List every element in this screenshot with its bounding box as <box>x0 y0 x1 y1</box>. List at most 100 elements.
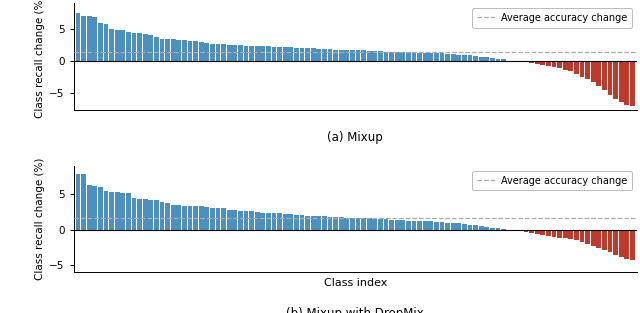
Bar <box>289 214 293 230</box>
Bar <box>204 207 209 230</box>
Bar <box>339 217 344 230</box>
Bar <box>434 222 439 230</box>
Bar <box>115 192 120 230</box>
Bar <box>221 208 226 230</box>
Bar <box>395 52 399 61</box>
Bar <box>574 61 579 74</box>
Bar <box>456 55 461 61</box>
Bar <box>552 61 556 67</box>
Legend: Average accuracy change: Average accuracy change <box>472 8 632 28</box>
Bar <box>344 49 349 61</box>
Bar <box>227 45 232 61</box>
Bar <box>602 61 607 90</box>
Bar <box>249 46 254 61</box>
Bar <box>193 41 198 61</box>
Bar <box>428 53 433 61</box>
Bar <box>568 61 573 71</box>
Bar <box>210 208 215 230</box>
Bar <box>260 213 265 230</box>
Bar <box>159 38 164 61</box>
Bar <box>607 61 612 95</box>
Bar <box>159 202 164 230</box>
Bar <box>602 230 607 250</box>
Bar <box>574 230 579 240</box>
Bar <box>87 185 92 230</box>
Bar <box>204 43 209 61</box>
Bar <box>557 230 562 238</box>
Bar <box>289 47 293 61</box>
Bar <box>294 215 299 230</box>
Bar <box>138 33 142 61</box>
Bar <box>182 40 187 61</box>
Bar <box>311 48 316 61</box>
Bar <box>193 206 198 230</box>
Bar <box>216 208 220 230</box>
Bar <box>328 217 332 230</box>
Bar <box>462 55 467 61</box>
Bar <box>546 61 551 66</box>
Bar <box>199 206 204 230</box>
Bar <box>440 54 444 61</box>
Bar <box>165 203 170 230</box>
Bar <box>126 32 131 61</box>
Bar <box>630 61 635 106</box>
Bar <box>518 61 523 62</box>
Bar <box>143 34 148 61</box>
Bar <box>109 29 114 61</box>
Bar <box>585 230 590 244</box>
Bar <box>540 61 545 65</box>
Bar <box>568 230 573 239</box>
Bar <box>126 193 131 230</box>
Bar <box>154 200 159 230</box>
Bar <box>518 230 523 231</box>
Bar <box>507 60 511 61</box>
Bar <box>456 223 461 230</box>
Legend: Average accuracy change: Average accuracy change <box>472 171 632 191</box>
Bar <box>171 39 175 61</box>
Bar <box>316 216 321 230</box>
Bar <box>356 50 360 61</box>
Bar <box>244 46 248 61</box>
Bar <box>613 61 618 99</box>
Bar <box>120 30 125 61</box>
Bar <box>238 211 243 230</box>
Bar <box>535 61 540 64</box>
Bar <box>305 216 310 230</box>
Bar <box>389 220 394 230</box>
Bar <box>372 219 377 230</box>
Text: (a) Mixup: (a) Mixup <box>327 131 383 145</box>
Bar <box>434 54 439 61</box>
Bar <box>524 61 529 63</box>
Bar <box>367 218 372 230</box>
Bar <box>468 55 472 61</box>
Bar <box>232 210 237 230</box>
Bar <box>227 210 232 230</box>
Bar <box>232 45 237 61</box>
Text: (b) Mixup with DropMix: (b) Mixup with DropMix <box>286 307 424 313</box>
Bar <box>423 53 428 61</box>
Bar <box>596 61 601 86</box>
Bar <box>81 16 86 61</box>
Bar <box>199 42 204 61</box>
Bar <box>473 225 478 230</box>
Bar <box>300 48 305 61</box>
Bar <box>484 227 489 230</box>
Bar <box>132 33 136 61</box>
Bar <box>271 47 276 61</box>
Y-axis label: Class recall change (%): Class recall change (%) <box>35 158 45 280</box>
Bar <box>383 52 388 61</box>
Bar <box>333 49 338 61</box>
Bar <box>300 215 305 230</box>
Bar <box>143 199 148 230</box>
Bar <box>249 211 254 230</box>
Bar <box>630 230 635 260</box>
Bar <box>81 174 86 230</box>
Y-axis label: Class recall change (%): Class recall change (%) <box>35 0 45 117</box>
Bar <box>552 230 556 237</box>
Bar <box>501 59 506 61</box>
Bar <box>412 221 417 230</box>
Bar <box>109 192 114 230</box>
Bar <box>401 52 405 61</box>
Bar <box>529 61 534 63</box>
Bar <box>138 198 142 230</box>
